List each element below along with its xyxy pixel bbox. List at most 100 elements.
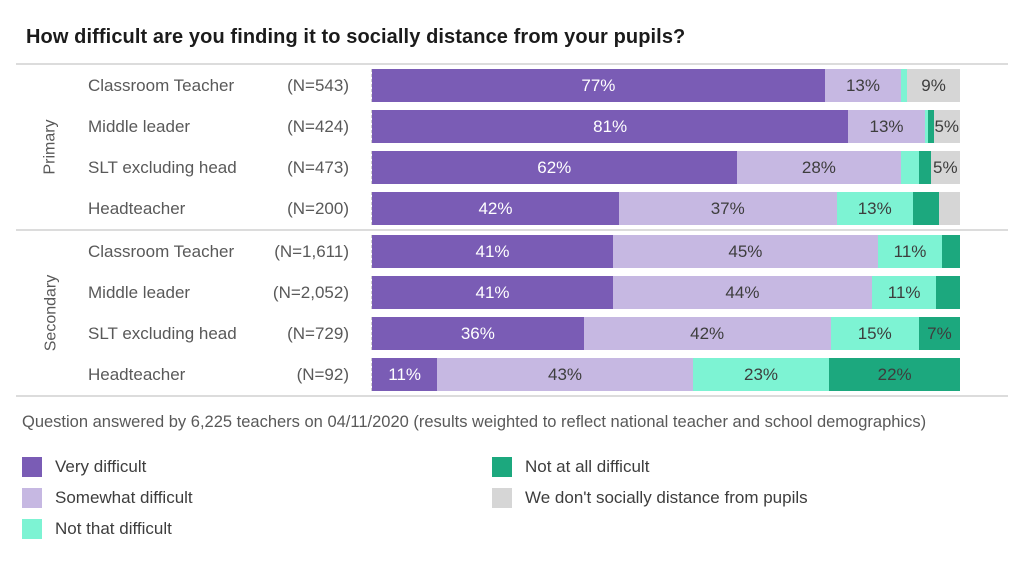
row-sample-size: (N=729) [287, 323, 349, 343]
chart-row: Secondary Classroom Teacher (N=1,611) 41% 45… [14, 231, 1010, 352]
bar-segment-value: 5% [934, 116, 960, 136]
divider-group [16, 229, 1008, 231]
bar-segment-0: 11% [372, 358, 438, 391]
stacked-bar: 11% 43% 23% 22% [371, 358, 960, 391]
row-role-label: Headteacher [88, 364, 186, 384]
legend-label: Not at all difficult [525, 457, 650, 477]
stacked-bar: 36% 42% 15% 7% [371, 317, 960, 350]
legend-column-left: Very difficult Somewhat difficult Not that… [22, 457, 492, 540]
bar-segment-0: 41% [372, 276, 614, 309]
bar-segment-value: 13% [869, 116, 904, 136]
bar-segment-3: 22% [829, 358, 960, 391]
group-label-cell: Primary [14, 65, 88, 174]
chart-row: Primary Classroom Teacher (N=543) 77% 13% 9% [14, 65, 1010, 175]
bar-segment-value: 5% [933, 157, 958, 177]
bar-segment-2: 11% [871, 276, 937, 309]
bar-segment-4: 5% [933, 110, 960, 143]
stacked-bar: 81% 13% 5% [371, 110, 960, 143]
chart-row: Middle leader (N=2,052) 41% 44% 11% [14, 272, 1010, 313]
bar-segment-value: 23% [744, 364, 779, 384]
stacked-bar: 41% 45% 11% [371, 235, 960, 268]
bar-segment-value: 15% [857, 323, 892, 343]
legend-item: Not at all difficult [492, 457, 808, 478]
bar-segment-4 [939, 192, 960, 225]
bar-segment-value: 13% [857, 198, 892, 218]
bar-segment-2: 13% [836, 192, 913, 225]
bar-segment-value: 81% [593, 116, 628, 136]
stacked-bar: 77% 13% 9% [371, 69, 960, 102]
legend-swatch [492, 457, 512, 478]
bar-segment-value: 41% [475, 282, 510, 302]
row-sample-size: (N=2,052) [272, 282, 349, 302]
bar-segment-2 [901, 69, 908, 102]
bar-segment-0: 41% [372, 235, 614, 268]
bar-segment-0: 81% [372, 110, 849, 143]
bar-segment-value: 13% [845, 75, 880, 95]
group-label-cell [14, 354, 88, 395]
row-role-label: Classroom Teacher [88, 241, 235, 261]
legend-label: We don't socially distance from pupils [525, 488, 808, 508]
bar-segment-3 [942, 235, 960, 268]
bar-segment-1: 13% [848, 110, 925, 143]
bar-segment-3 [927, 110, 934, 143]
legend-item: Not that difficult [22, 519, 492, 540]
bar-segment-2 [924, 110, 928, 143]
bar-segment-0: 77% [372, 69, 825, 102]
row-sample-size: (N=424) [287, 116, 349, 136]
row-role-label: Classroom Teacher [88, 75, 235, 95]
bar-segment-value: 22% [877, 364, 912, 384]
bar-segment-value: 28% [801, 157, 836, 177]
chart-legend: Very difficult Somewhat difficult Not that… [14, 457, 1010, 540]
chart-row: SLT excluding head (N=729) 36% 42% 15% 7% [14, 313, 1010, 354]
bar-segment-value: 44% [725, 282, 760, 302]
chart-row: Headteacher (N=92) 11% 43% 23% 22% [14, 354, 1010, 395]
bar-segment-3 [918, 151, 931, 184]
bar-segment-3 [912, 192, 940, 225]
legend-swatch [22, 519, 42, 540]
row-sample-size: (N=1,611) [274, 241, 349, 261]
bar-segment-value: 11% [388, 364, 422, 384]
bar-segment-1: 28% [736, 151, 902, 184]
bar-segment-value: 41% [475, 241, 510, 261]
bar-segment-1: 13% [824, 69, 902, 102]
stacked-bar: 42% 37% 13% [371, 192, 960, 225]
bar-segment-value: 37% [710, 198, 745, 218]
legend-label: Somewhat difficult [55, 488, 193, 508]
bar-segment-4: 9% [907, 69, 960, 102]
bar-segment-value: 42% [690, 323, 725, 343]
bar-segment-0: 62% [372, 151, 737, 184]
bar-segment-0: 36% [372, 317, 584, 350]
row-sample-size: (N=92) [296, 364, 349, 384]
stacked-bar: 62% 28% 5% [371, 151, 961, 184]
bar-segment-value: 77% [581, 75, 616, 95]
bar-segment-1: 44% [613, 276, 872, 309]
group-label-cell [14, 106, 88, 147]
bar-segment-value: 42% [478, 198, 513, 218]
bar-segment-value: 9% [921, 75, 946, 95]
bar-segment-1: 37% [618, 192, 837, 225]
row-sample-size: (N=200) [287, 198, 349, 218]
chart-title: How difficult are you finding it to soci… [26, 26, 686, 48]
legend-item: We don't socially distance from pupils [492, 488, 808, 509]
group-label-cell: Secondary [14, 231, 88, 352]
row-role-label: Headteacher [88, 198, 186, 218]
bar-segment-value: 7% [927, 323, 952, 343]
bar-segment-1: 45% [613, 235, 878, 268]
group-label-cell [14, 313, 88, 354]
chart-row: Headteacher (N=200) 42% 37% 13% [14, 188, 1010, 229]
divider-bottom [16, 395, 1008, 397]
legend-item: Very difficult [22, 457, 492, 478]
group-label-cell [14, 188, 88, 229]
group-label-cell [14, 272, 88, 313]
bar-segment-value: 45% [728, 241, 763, 261]
bar-segment-2: 23% [692, 358, 830, 391]
legend-label: Very difficult [55, 457, 147, 477]
legend-item: Somewhat difficult [22, 488, 492, 509]
bar-segment-3: 7% [918, 317, 960, 350]
bar-segment-value: 11% [887, 282, 921, 302]
bar-segment-1: 43% [437, 358, 693, 391]
legend-swatch [22, 457, 42, 478]
bar-segment-2: 15% [830, 317, 919, 350]
bar-segment-1: 42% [583, 317, 831, 350]
chart-footnote: Question answered by 6,225 teachers on 0… [22, 413, 927, 431]
